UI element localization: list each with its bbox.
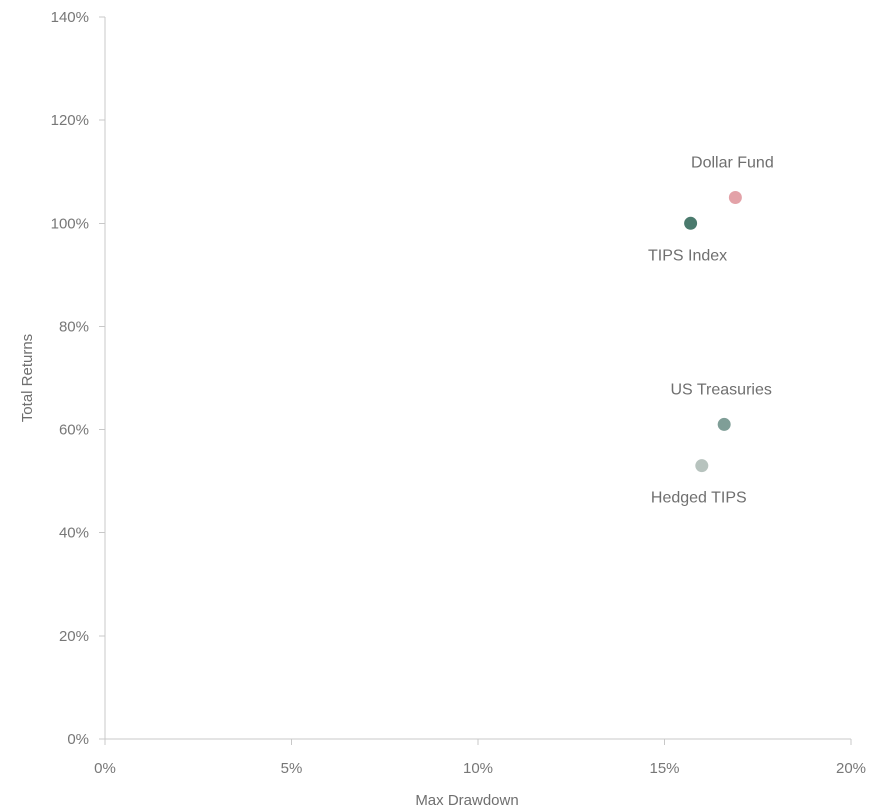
y-tick-label: 40% xyxy=(59,525,89,542)
data-point-label: TIPS Index xyxy=(648,247,727,264)
data-point-label: US Treasuries xyxy=(670,381,771,398)
x-tick-label: 5% xyxy=(281,760,303,777)
y-tick-label: 60% xyxy=(59,422,89,439)
y-tick-label: 100% xyxy=(51,215,89,232)
y-tick-label: 120% xyxy=(51,112,89,129)
x-tick-label: 20% xyxy=(836,760,866,777)
data-point[interactable] xyxy=(695,459,709,473)
y-tick-label: 140% xyxy=(51,9,89,26)
data-point-label: Dollar Fund xyxy=(691,155,774,172)
x-tick-label: 15% xyxy=(649,760,679,777)
x-tick-label: 0% xyxy=(94,760,116,777)
y-tick-label: 20% xyxy=(59,628,89,645)
data-point[interactable] xyxy=(684,216,698,230)
data-points xyxy=(684,191,742,473)
data-point[interactable] xyxy=(728,191,742,204)
data-point-label: Hedged TIPS xyxy=(651,490,747,507)
y-axis-ticks: 0% 20% 40% 60% 80% 100% 120% 140% xyxy=(51,9,105,748)
data-point[interactable] xyxy=(717,417,731,431)
y-axis-title: Total Returns xyxy=(19,334,36,422)
y-tick-label: 80% xyxy=(59,318,89,335)
data-point-labels: Dollar Fund TIPS Index US Treasuries Hedged… xyxy=(648,155,774,507)
x-tick-label: 10% xyxy=(463,760,493,777)
x-axis-title: Max Drawdown xyxy=(415,792,518,809)
y-tick-label: 0% xyxy=(67,731,89,748)
x-axis-ticks: 0% 5% 10% 15% 20% xyxy=(94,739,866,777)
